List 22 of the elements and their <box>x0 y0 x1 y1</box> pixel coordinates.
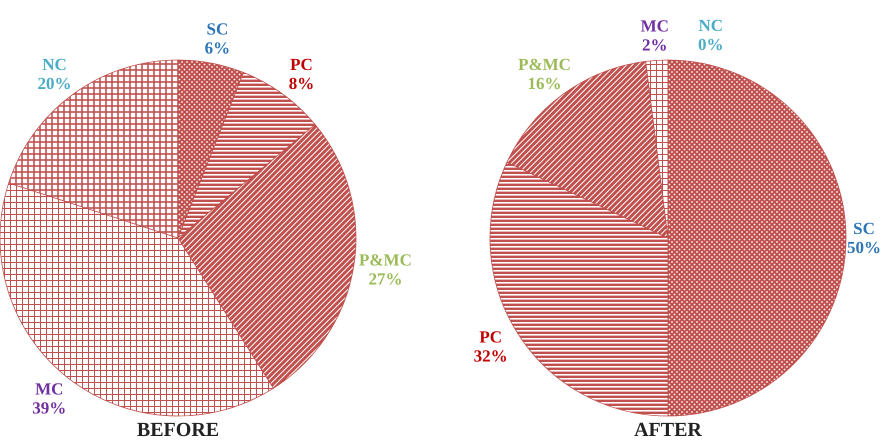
slice-label: MC <box>35 379 64 398</box>
text: AFTER <box>634 419 702 441</box>
data-label: 20% <box>38 74 72 93</box>
data-label: 50% <box>847 238 881 257</box>
text: 0% <box>698 35 724 54</box>
data-label: 32% <box>474 346 508 366</box>
slice-label: PC <box>290 54 313 74</box>
data-label: 6% <box>204 38 230 58</box>
category-label: NC <box>698 16 724 36</box>
text: BEFORE <box>136 419 220 441</box>
data-label: 2% <box>642 35 668 54</box>
slice-label: P&MC <box>359 250 412 270</box>
slice-label: SC <box>853 219 875 238</box>
slice-label: PC <box>479 328 502 347</box>
slice-label: P&MC <box>518 54 571 74</box>
slice-label: MC <box>640 16 669 36</box>
data-label: 27% <box>368 270 402 289</box>
slice-label: NC <box>42 54 67 74</box>
data-label: 39% <box>32 398 66 418</box>
data-label: 8% <box>288 74 314 93</box>
data-label: 16% <box>528 74 562 93</box>
slice-label: SC <box>206 20 228 39</box>
